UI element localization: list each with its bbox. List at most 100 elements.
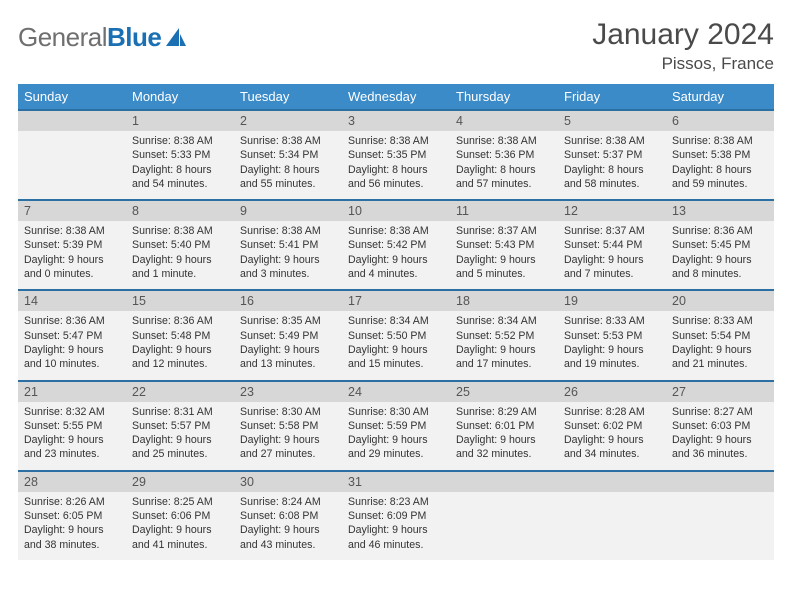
sunset-line: Sunset: 5:38 PM: [672, 148, 768, 162]
daylight-line: Daylight: 9 hours and 38 minutes.: [24, 523, 120, 552]
sunrise-line: Sunrise: 8:38 AM: [240, 134, 336, 148]
sunset-line: Sunset: 6:06 PM: [132, 509, 228, 523]
week-number-row: 123456: [18, 110, 774, 131]
day-body-cell: Sunrise: 8:35 AMSunset: 5:49 PMDaylight:…: [234, 311, 342, 380]
sunset-line: Sunset: 5:41 PM: [240, 238, 336, 252]
sunrise-line: Sunrise: 8:28 AM: [564, 405, 660, 419]
calendar-header: SundayMondayTuesdayWednesdayThursdayFrid…: [18, 84, 774, 110]
day-number-cell: 8: [126, 200, 234, 221]
daylight-line: Daylight: 9 hours and 27 minutes.: [240, 433, 336, 462]
sunset-line: Sunset: 5:55 PM: [24, 419, 120, 433]
daylight-line: Daylight: 9 hours and 4 minutes.: [348, 253, 444, 282]
sunrise-line: Sunrise: 8:38 AM: [24, 224, 120, 238]
day-body-cell: Sunrise: 8:38 AMSunset: 5:35 PMDaylight:…: [342, 131, 450, 200]
daylight-line: Daylight: 9 hours and 10 minutes.: [24, 343, 120, 372]
sunrise-line: Sunrise: 8:36 AM: [672, 224, 768, 238]
sunset-line: Sunset: 5:57 PM: [132, 419, 228, 433]
day-body-cell: [450, 492, 558, 560]
brand-part1: General: [18, 22, 107, 52]
sunset-line: Sunset: 6:01 PM: [456, 419, 552, 433]
daylight-line: Daylight: 9 hours and 3 minutes.: [240, 253, 336, 282]
sunrise-line: Sunrise: 8:38 AM: [456, 134, 552, 148]
month-title: January 2024: [592, 18, 774, 52]
day-number-cell: 27: [666, 381, 774, 402]
day-number-cell: 25: [450, 381, 558, 402]
sunset-line: Sunset: 5:54 PM: [672, 329, 768, 343]
calendar-body: 123456Sunrise: 8:38 AMSunset: 5:33 PMDay…: [18, 110, 774, 560]
day-body-cell: Sunrise: 8:38 AMSunset: 5:40 PMDaylight:…: [126, 221, 234, 290]
week-body-row: Sunrise: 8:26 AMSunset: 6:05 PMDaylight:…: [18, 492, 774, 560]
day-number-cell: 31: [342, 471, 450, 492]
day-body-cell: Sunrise: 8:38 AMSunset: 5:33 PMDaylight:…: [126, 131, 234, 200]
day-number-cell: 22: [126, 381, 234, 402]
sunrise-line: Sunrise: 8:38 AM: [564, 134, 660, 148]
day-number-cell: 15: [126, 290, 234, 311]
sunset-line: Sunset: 5:34 PM: [240, 148, 336, 162]
daylight-line: Daylight: 9 hours and 1 minute.: [132, 253, 228, 282]
daylight-line: Daylight: 8 hours and 59 minutes.: [672, 163, 768, 192]
sunrise-line: Sunrise: 8:36 AM: [24, 314, 120, 328]
day-body-cell: Sunrise: 8:25 AMSunset: 6:06 PMDaylight:…: [126, 492, 234, 560]
day-number-cell: 16: [234, 290, 342, 311]
day-body-cell: Sunrise: 8:29 AMSunset: 6:01 PMDaylight:…: [450, 402, 558, 471]
day-body-cell: Sunrise: 8:30 AMSunset: 5:59 PMDaylight:…: [342, 402, 450, 471]
daylight-line: Daylight: 9 hours and 0 minutes.: [24, 253, 120, 282]
sail-icon: [165, 26, 187, 48]
day-number-cell: 26: [558, 381, 666, 402]
daylight-line: Daylight: 9 hours and 43 minutes.: [240, 523, 336, 552]
sunrise-line: Sunrise: 8:32 AM: [24, 405, 120, 419]
weekday-header: Friday: [558, 84, 666, 110]
week-number-row: 14151617181920: [18, 290, 774, 311]
sunset-line: Sunset: 6:02 PM: [564, 419, 660, 433]
sunrise-line: Sunrise: 8:34 AM: [348, 314, 444, 328]
daylight-line: Daylight: 9 hours and 34 minutes.: [564, 433, 660, 462]
day-number-cell: 30: [234, 471, 342, 492]
sunrise-line: Sunrise: 8:37 AM: [564, 224, 660, 238]
daylight-line: Daylight: 9 hours and 46 minutes.: [348, 523, 444, 552]
daylight-line: Daylight: 9 hours and 19 minutes.: [564, 343, 660, 372]
day-body-cell: Sunrise: 8:37 AMSunset: 5:44 PMDaylight:…: [558, 221, 666, 290]
day-number-cell: 13: [666, 200, 774, 221]
sunset-line: Sunset: 5:42 PM: [348, 238, 444, 252]
daylight-line: Daylight: 9 hours and 8 minutes.: [672, 253, 768, 282]
sunset-line: Sunset: 5:49 PM: [240, 329, 336, 343]
daylight-line: Daylight: 9 hours and 21 minutes.: [672, 343, 768, 372]
daylight-line: Daylight: 8 hours and 57 minutes.: [456, 163, 552, 192]
day-body-cell: Sunrise: 8:28 AMSunset: 6:02 PMDaylight:…: [558, 402, 666, 471]
day-body-cell: Sunrise: 8:36 AMSunset: 5:48 PMDaylight:…: [126, 311, 234, 380]
daylight-line: Daylight: 9 hours and 23 minutes.: [24, 433, 120, 462]
daylight-line: Daylight: 9 hours and 41 minutes.: [132, 523, 228, 552]
day-number-cell: 11: [450, 200, 558, 221]
sunset-line: Sunset: 5:59 PM: [348, 419, 444, 433]
sunrise-line: Sunrise: 8:24 AM: [240, 495, 336, 509]
day-number-cell: 2: [234, 110, 342, 131]
sunrise-line: Sunrise: 8:26 AM: [24, 495, 120, 509]
sunrise-line: Sunrise: 8:25 AM: [132, 495, 228, 509]
title-block: January 2024 Pissos, France: [592, 18, 774, 74]
sunrise-line: Sunrise: 8:30 AM: [348, 405, 444, 419]
day-body-cell: Sunrise: 8:38 AMSunset: 5:38 PMDaylight:…: [666, 131, 774, 200]
day-body-cell: Sunrise: 8:26 AMSunset: 6:05 PMDaylight:…: [18, 492, 126, 560]
sunset-line: Sunset: 5:52 PM: [456, 329, 552, 343]
day-body-cell: Sunrise: 8:38 AMSunset: 5:34 PMDaylight:…: [234, 131, 342, 200]
brand-part2: Blue: [107, 22, 161, 52]
day-body-cell: Sunrise: 8:37 AMSunset: 5:43 PMDaylight:…: [450, 221, 558, 290]
daylight-line: Daylight: 9 hours and 29 minutes.: [348, 433, 444, 462]
week-body-row: Sunrise: 8:38 AMSunset: 5:33 PMDaylight:…: [18, 131, 774, 200]
sunrise-line: Sunrise: 8:23 AM: [348, 495, 444, 509]
day-body-cell: Sunrise: 8:27 AMSunset: 6:03 PMDaylight:…: [666, 402, 774, 471]
sunset-line: Sunset: 5:36 PM: [456, 148, 552, 162]
week-number-row: 21222324252627: [18, 381, 774, 402]
daylight-line: Daylight: 9 hours and 15 minutes.: [348, 343, 444, 372]
daylight-line: Daylight: 9 hours and 13 minutes.: [240, 343, 336, 372]
weekday-header: Saturday: [666, 84, 774, 110]
sunset-line: Sunset: 5:43 PM: [456, 238, 552, 252]
day-number-cell: 21: [18, 381, 126, 402]
sunrise-line: Sunrise: 8:38 AM: [132, 224, 228, 238]
day-body-cell: Sunrise: 8:38 AMSunset: 5:41 PMDaylight:…: [234, 221, 342, 290]
weekday-header: Thursday: [450, 84, 558, 110]
calendar-page: GeneralBlue January 2024 Pissos, France …: [0, 0, 792, 612]
daylight-line: Daylight: 8 hours and 56 minutes.: [348, 163, 444, 192]
daylight-line: Daylight: 8 hours and 54 minutes.: [132, 163, 228, 192]
sunset-line: Sunset: 5:45 PM: [672, 238, 768, 252]
